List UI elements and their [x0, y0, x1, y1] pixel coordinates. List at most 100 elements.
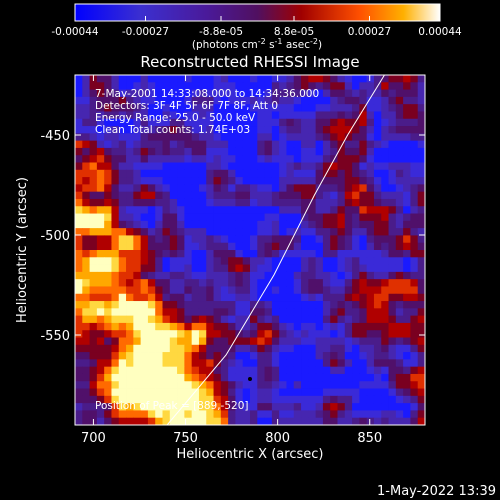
heatmap-cell: [271, 395, 280, 404]
heatmap-cell: [271, 337, 280, 346]
heatmap-cell: [96, 82, 105, 90]
heatmap-cell: [417, 191, 425, 200]
heatmap-cell: [147, 257, 156, 265]
heatmap-cell: [308, 133, 317, 142]
heatmap-cell: [250, 242, 258, 251]
heatmap-cell: [220, 126, 229, 134]
heatmap-cell: [352, 235, 360, 244]
heatmap-cell: [293, 322, 302, 331]
heatmap-cell: [147, 213, 156, 222]
heatmap-cell: [337, 228, 346, 236]
heatmap-cell: [381, 118, 389, 127]
heatmap-cell: [133, 147, 142, 156]
heatmap-cell: [322, 242, 331, 251]
heatmap-cell: [330, 330, 338, 338]
heatmap-cell: [75, 271, 83, 280]
heatmap-cell: [264, 359, 273, 368]
heatmap-cell: [198, 381, 207, 389]
heatmap-cell: [213, 111, 222, 120]
heatmap-cell: [286, 191, 295, 200]
heatmap-cell: [395, 118, 404, 127]
heatmap-cell: [403, 388, 411, 397]
heatmap-cell: [330, 162, 338, 171]
heatmap-cell: [155, 82, 163, 90]
heatmap-cell: [330, 89, 338, 98]
heatmap-cell: [373, 381, 382, 389]
heatmap-cell: [184, 162, 193, 171]
heatmap-cell: [344, 242, 353, 251]
heatmap-cell: [228, 264, 236, 273]
heatmap-cell: [155, 126, 163, 134]
heatmap-cell: [133, 308, 142, 317]
heatmap-cell: [410, 301, 419, 309]
heatmap-cell: [403, 184, 411, 193]
heatmap-cell: [381, 381, 389, 389]
heatmap-cell: [147, 140, 156, 149]
heatmap-cell: [410, 82, 419, 90]
heatmap-cell: [315, 395, 324, 404]
heatmap-cell: [308, 206, 317, 214]
heatmap-cell: [118, 257, 127, 265]
heatmap-cell: [147, 242, 156, 251]
heatmap-cell: [191, 155, 200, 163]
heatmap-cell: [242, 206, 251, 214]
heatmap-cell: [410, 264, 419, 273]
heatmap-cell: [395, 403, 404, 411]
heatmap-cell: [118, 250, 127, 258]
heatmap-cell: [147, 250, 156, 258]
heatmap-cell: [82, 330, 90, 338]
heatmap-cell: [177, 388, 185, 397]
heatmap-cell: [410, 315, 419, 324]
heatmap-cell: [133, 162, 142, 171]
heatmap-cell: [395, 191, 404, 200]
heatmap-cell: [191, 403, 200, 411]
heatmap-cell: [89, 147, 98, 156]
heatmap-cell: [242, 147, 251, 156]
heatmap-cell: [301, 315, 309, 324]
heatmap-cell: [264, 293, 273, 302]
heatmap-cell: [191, 359, 200, 368]
heatmap-cell: [140, 147, 149, 156]
heatmap-cell: [395, 96, 404, 105]
heatmap-cell: [388, 264, 397, 273]
heatmap-cell: [337, 162, 346, 171]
heatmap-cell: [191, 177, 200, 185]
heatmap-cell: [155, 213, 163, 222]
heatmap-cell: [337, 118, 346, 127]
heatmap-cell: [417, 410, 425, 419]
heatmap-cell: [82, 126, 90, 134]
heatmap-cell: [250, 344, 258, 353]
heatmap-cell: [330, 344, 338, 353]
heatmap-cell: [133, 417, 142, 425]
heatmap-cell: [155, 271, 163, 280]
heatmap-cell: [315, 417, 324, 425]
heatmap-cell: [308, 191, 317, 200]
heatmap-cell: [257, 322, 265, 331]
heatmap-cell: [403, 220, 411, 229]
heatmap-cell: [228, 257, 236, 265]
heatmap-cell: [126, 96, 134, 105]
heatmap-cell: [111, 395, 120, 404]
heatmap-cell: [286, 169, 295, 178]
heatmap-cell: [162, 388, 171, 397]
heatmap-cell: [366, 250, 375, 258]
heatmap-cell: [140, 381, 149, 389]
heatmap-cell: [381, 373, 389, 382]
heatmap-cell: [228, 82, 236, 90]
heatmap-cell: [330, 140, 338, 149]
heatmap-cell: [155, 206, 163, 214]
heatmap-cell: [198, 228, 207, 236]
heatmap-cell: [220, 344, 229, 353]
heatmap-cell: [286, 184, 295, 193]
heatmap-cell: [213, 126, 222, 134]
heatmap-cell: [250, 359, 258, 368]
heatmap-cell: [395, 381, 404, 389]
heatmap-cell: [388, 235, 397, 244]
heatmap-cell: [198, 308, 207, 317]
heatmap-cell: [169, 162, 178, 171]
heatmap-cell: [403, 162, 411, 171]
heatmap-cell: [191, 271, 200, 280]
info-annotations: 7-May-2001 14:33:08.000 to 14:34:36.000D…: [95, 88, 319, 136]
heatmap-cell: [177, 286, 185, 295]
heatmap-cell: [366, 264, 375, 273]
